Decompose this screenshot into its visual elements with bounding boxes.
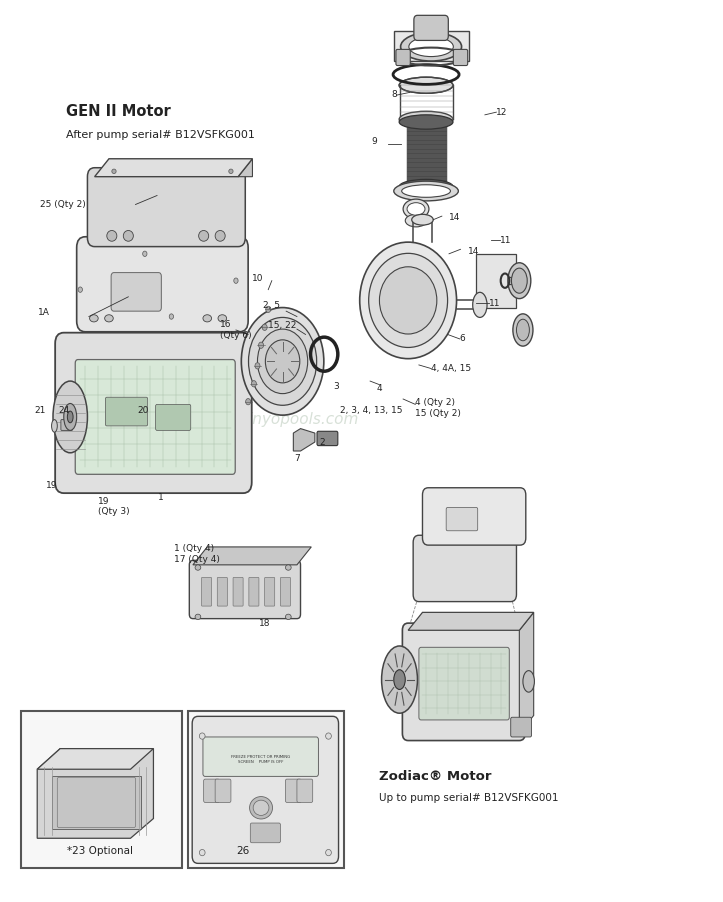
Text: 14: 14 <box>468 247 479 256</box>
Ellipse shape <box>259 342 264 348</box>
Text: 4 (Qty 2)
15 (Qty 2): 4 (Qty 2) 15 (Qty 2) <box>415 399 461 418</box>
Ellipse shape <box>53 381 87 453</box>
Polygon shape <box>37 749 153 838</box>
Ellipse shape <box>257 329 308 393</box>
Text: 14: 14 <box>449 214 461 223</box>
FancyBboxPatch shape <box>55 333 252 493</box>
FancyBboxPatch shape <box>215 779 231 803</box>
FancyBboxPatch shape <box>422 488 526 545</box>
FancyBboxPatch shape <box>189 560 301 619</box>
Text: After pump serial# B12VSFKG001: After pump serial# B12VSFKG001 <box>66 130 254 140</box>
Ellipse shape <box>195 565 201 570</box>
FancyBboxPatch shape <box>297 779 313 803</box>
Ellipse shape <box>51 419 57 432</box>
Ellipse shape <box>399 111 453 127</box>
Ellipse shape <box>124 231 133 241</box>
Text: 6: 6 <box>460 335 466 344</box>
FancyBboxPatch shape <box>77 236 248 332</box>
Ellipse shape <box>286 614 291 620</box>
Ellipse shape <box>513 314 533 346</box>
FancyBboxPatch shape <box>61 419 72 430</box>
Ellipse shape <box>401 32 461 61</box>
Ellipse shape <box>399 115 453 129</box>
Text: 26: 26 <box>236 846 249 856</box>
Ellipse shape <box>200 850 205 856</box>
Text: 4, 4A, 15: 4, 4A, 15 <box>431 364 471 373</box>
Text: 11: 11 <box>500 235 511 244</box>
Ellipse shape <box>407 203 425 216</box>
Ellipse shape <box>67 411 73 423</box>
FancyBboxPatch shape <box>75 360 235 474</box>
Ellipse shape <box>78 287 82 292</box>
Ellipse shape <box>394 669 406 689</box>
Text: 12: 12 <box>497 107 508 116</box>
Ellipse shape <box>199 231 209 241</box>
Ellipse shape <box>200 733 205 740</box>
Bar <box>21 711 182 868</box>
Text: 3: 3 <box>333 382 339 391</box>
FancyBboxPatch shape <box>192 716 338 863</box>
Ellipse shape <box>508 262 531 299</box>
Polygon shape <box>408 612 534 630</box>
FancyBboxPatch shape <box>413 535 516 602</box>
Text: 19: 19 <box>46 481 57 490</box>
Ellipse shape <box>402 185 450 198</box>
Text: 19
(Qty 3): 19 (Qty 3) <box>98 497 130 516</box>
FancyBboxPatch shape <box>250 823 281 842</box>
Text: 10: 10 <box>252 274 263 283</box>
Ellipse shape <box>234 278 238 283</box>
Text: 1 (Qty 4)
17 (Qty 4): 1 (Qty 4) 17 (Qty 4) <box>174 545 219 564</box>
FancyBboxPatch shape <box>281 577 291 606</box>
Text: 11: 11 <box>489 299 501 308</box>
Text: 8: 8 <box>391 89 397 98</box>
Text: 24: 24 <box>58 406 69 415</box>
Text: 2: 2 <box>320 437 325 446</box>
Ellipse shape <box>203 315 212 322</box>
FancyBboxPatch shape <box>106 397 147 426</box>
Ellipse shape <box>252 381 257 387</box>
Text: 18: 18 <box>259 619 270 628</box>
Ellipse shape <box>473 292 487 318</box>
FancyBboxPatch shape <box>510 717 531 737</box>
Polygon shape <box>51 776 140 829</box>
Text: Up to pump serial# B12VSFKG001: Up to pump serial# B12VSFKG001 <box>380 794 559 804</box>
Text: 21: 21 <box>35 406 46 415</box>
Text: FREEZE PROTECT OR PRIMING
SCREEN    PUMP IS OFF: FREEZE PROTECT OR PRIMING SCREEN PUMP IS… <box>231 755 291 764</box>
FancyBboxPatch shape <box>111 272 161 311</box>
Ellipse shape <box>64 403 77 430</box>
Ellipse shape <box>325 733 331 740</box>
Ellipse shape <box>408 37 453 57</box>
Text: 25 (Qty 2): 25 (Qty 2) <box>40 200 85 209</box>
Ellipse shape <box>266 306 270 312</box>
Polygon shape <box>37 749 153 769</box>
Ellipse shape <box>90 315 98 322</box>
Text: inyopools.com: inyopools.com <box>249 412 359 428</box>
Ellipse shape <box>399 179 453 194</box>
Text: Zodiac® Motor: Zodiac® Motor <box>380 769 492 783</box>
Text: 4: 4 <box>377 383 382 392</box>
Polygon shape <box>95 159 252 177</box>
FancyBboxPatch shape <box>155 404 191 430</box>
Ellipse shape <box>228 169 233 173</box>
Ellipse shape <box>360 242 456 359</box>
Ellipse shape <box>169 314 174 319</box>
Ellipse shape <box>380 267 437 334</box>
Ellipse shape <box>411 215 433 226</box>
Ellipse shape <box>403 199 429 219</box>
Ellipse shape <box>516 319 529 341</box>
Ellipse shape <box>241 308 324 415</box>
FancyBboxPatch shape <box>202 577 212 606</box>
Ellipse shape <box>105 315 114 322</box>
Text: 2, 5: 2, 5 <box>263 301 281 310</box>
Ellipse shape <box>112 169 116 173</box>
Text: 16
(Qty 6): 16 (Qty 6) <box>220 320 252 340</box>
Text: GEN II Motor: GEN II Motor <box>66 105 171 119</box>
Ellipse shape <box>246 399 251 405</box>
Polygon shape <box>193 547 312 565</box>
FancyBboxPatch shape <box>396 50 410 66</box>
Text: 20: 20 <box>137 406 148 415</box>
Ellipse shape <box>325 850 331 856</box>
FancyBboxPatch shape <box>419 648 509 720</box>
Ellipse shape <box>195 614 201 620</box>
Polygon shape <box>476 253 515 308</box>
